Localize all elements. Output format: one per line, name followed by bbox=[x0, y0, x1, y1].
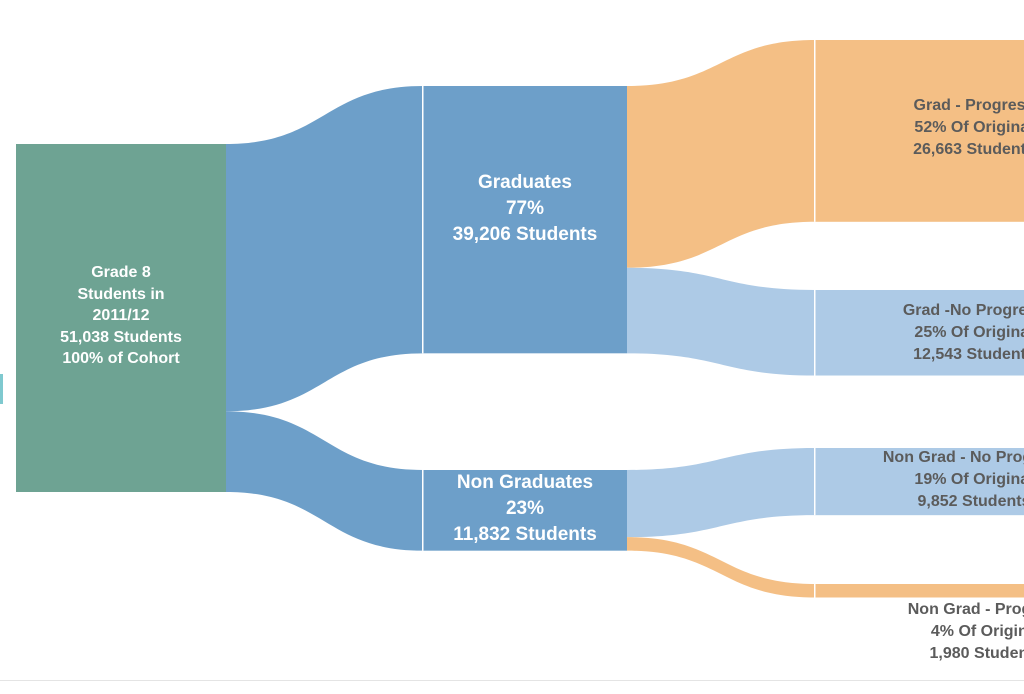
grad-no-progress-students: 12,543 Students bbox=[913, 346, 1024, 363]
nongrad-no-progress-students: 9,852 Students bbox=[917, 493, 1024, 510]
node-separator-graduates bbox=[422, 86, 424, 354]
node-nongrad-no-progress bbox=[815, 448, 1024, 516]
node-cohort bbox=[16, 144, 226, 492]
node-nongrad-progress bbox=[815, 584, 1024, 598]
grad-progress-students: 26,663 Students bbox=[913, 141, 1024, 158]
nongrad-progress-label: Non Grad - Progress 4% Of Original 1,980… bbox=[864, 599, 1024, 665]
node-grad-no-progress bbox=[815, 290, 1024, 376]
cohort-title-line1: Grade 8 bbox=[91, 264, 151, 281]
non-graduates-students: 11,832 Students bbox=[453, 524, 597, 545]
link-non-graduates-to-nongrad-progress bbox=[627, 537, 815, 598]
nongrad-progress-percent: 4% Of Original bbox=[930, 623, 1024, 640]
link-cohort-to-graduates bbox=[226, 86, 423, 412]
node-graduates bbox=[423, 86, 627, 354]
grad-no-progress-label: Grad -No Progress 25% Of Original 12,543… bbox=[856, 300, 1024, 366]
grad-progress-label: Grad - Progress 52% Of Original 26,663 S… bbox=[858, 95, 1024, 161]
nongrad-progress-title: Non Grad - Progress bbox=[907, 601, 1024, 618]
link-cohort-to-non-graduates bbox=[226, 411, 423, 551]
grad-no-progress-percent: 25% Of Original bbox=[914, 324, 1024, 341]
link-graduates-to-grad-progress bbox=[627, 40, 815, 268]
link-graduates-to-grad-no-progress bbox=[627, 267, 815, 376]
non-graduates-node-label: Non Graduates 23% 11,832 Students bbox=[423, 470, 627, 548]
node-grad-progress bbox=[815, 40, 1024, 222]
grad-progress-percent: 52% Of Original bbox=[914, 119, 1024, 136]
graduates-node-label: Graduates 77% 39,206 Students bbox=[423, 170, 627, 248]
bottom-divider bbox=[0, 680, 1024, 681]
grad-progress-title: Grad - Progress bbox=[913, 97, 1024, 114]
cohort-percent: 100% of Cohort bbox=[62, 350, 180, 367]
node-separator-non-graduates bbox=[422, 470, 424, 551]
nongrad-progress-students: 1,980 Students bbox=[929, 645, 1024, 662]
graduates-percent: 77% bbox=[505, 198, 545, 219]
node-separator-grad-no-progress bbox=[814, 290, 816, 376]
non-graduates-title: Non Graduates bbox=[456, 472, 594, 493]
cohort-title-line3: 2011/12 bbox=[92, 307, 150, 324]
graduates-students: 39,206 Students bbox=[452, 224, 598, 245]
node-separator-nongrad-no-progress bbox=[814, 448, 816, 516]
node-non-graduates bbox=[423, 470, 627, 551]
left-edge-marker bbox=[0, 374, 3, 404]
graduates-title: Graduates bbox=[478, 172, 572, 193]
grad-no-progress-title: Grad -No Progress bbox=[902, 302, 1024, 319]
node-separator-nongrad-progress bbox=[814, 584, 816, 598]
cohort-title-line2: Students in bbox=[77, 285, 165, 303]
cohort-students: 51,038 Students bbox=[60, 328, 182, 346]
node-separator-grad-progress bbox=[814, 40, 816, 222]
non-graduates-percent: 23% bbox=[505, 498, 545, 519]
nongrad-no-progress-percent: 19% Of Original bbox=[914, 471, 1024, 488]
nongrad-no-progress-label: Non Grad - No Progress 19% Of Original 9… bbox=[842, 447, 1024, 513]
cohort-node-label: Grade 8 Students in 2011/12 51,038 Stude… bbox=[16, 262, 226, 370]
nongrad-no-progress-title: Non Grad - No Progress bbox=[882, 449, 1024, 466]
link-non-graduates-to-nongrad-no-progress bbox=[627, 448, 815, 538]
